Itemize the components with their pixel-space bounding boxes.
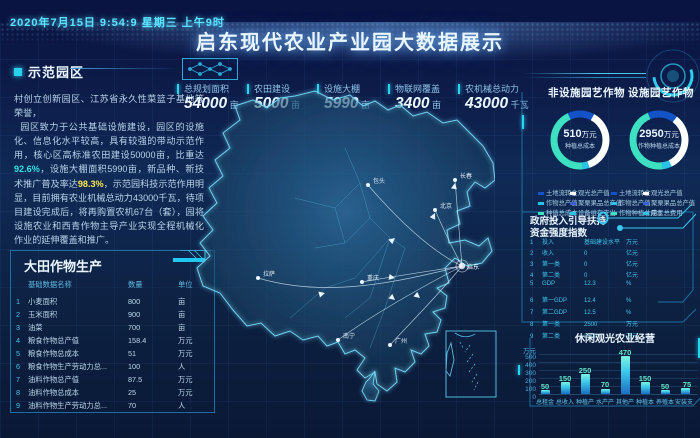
svg-text:拉萨: 拉萨 — [263, 270, 275, 278]
svg-text:南宁: 南宁 — [343, 332, 355, 340]
svg-text:长春: 长春 — [460, 172, 472, 180]
svg-text:重庆: 重庆 — [367, 274, 379, 282]
svg-text:北京: 北京 — [440, 202, 452, 210]
svg-text:广州: 广州 — [395, 337, 407, 345]
svg-text:包头: 包头 — [373, 177, 385, 185]
svg-text:启东: 启东 — [467, 263, 479, 271]
